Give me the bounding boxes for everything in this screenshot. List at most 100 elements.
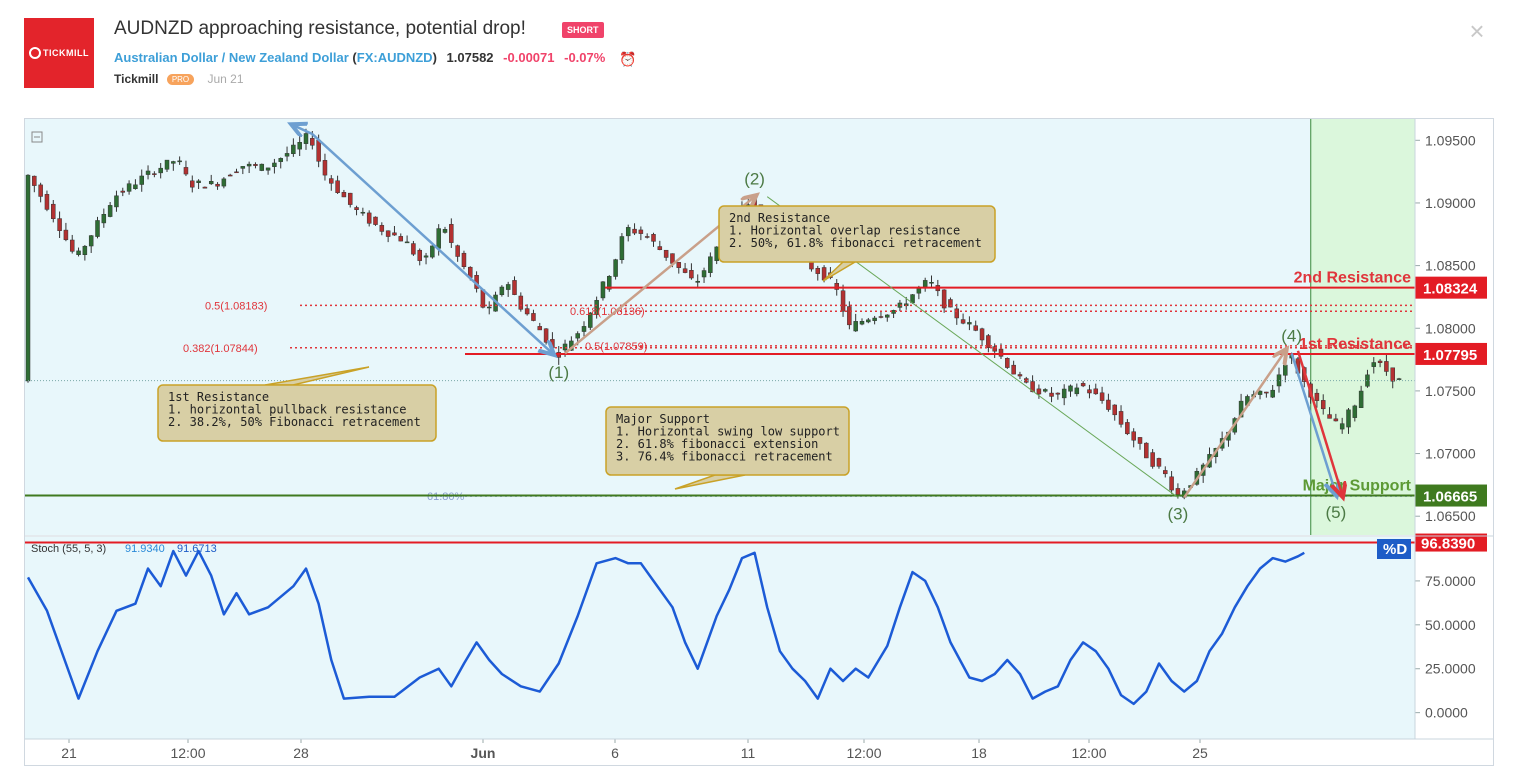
symbol-link[interactable]: FX:AUDNZD — [356, 50, 433, 65]
level-price-tag — [1415, 342, 1487, 365]
candle-body — [708, 256, 713, 273]
note-1st-resistance-line: 2. 38.2%, 50% Fibonacci retracement — [168, 415, 421, 429]
candle-body — [164, 159, 170, 170]
stoch-pane-background — [25, 537, 1415, 739]
note-major-support-line: Major Support — [616, 412, 710, 426]
candle-body — [183, 167, 189, 175]
candle-body — [177, 160, 182, 163]
tickmill-logo-icon — [29, 47, 41, 59]
candle-body — [834, 282, 839, 290]
candle-body — [360, 211, 366, 214]
note-major-support-line: 2. 61.8% fibonacci extension — [616, 437, 818, 451]
candle-body — [133, 184, 138, 189]
candle-body — [967, 322, 972, 325]
candle-body — [1150, 452, 1155, 467]
candle-body — [354, 207, 359, 210]
price-tick-label: 1.09000 — [1425, 195, 1476, 211]
candle-body — [537, 326, 543, 331]
idea-title: AUDNZD approaching resistance, potential… — [114, 18, 526, 39]
close-icon[interactable]: × — [1469, 16, 1485, 46]
candle-body — [1042, 389, 1048, 392]
note-major-support-line: 3. 76.4% fibonacci retracement — [616, 450, 833, 464]
candle-body — [366, 212, 372, 224]
price-change: -0.00071 — [503, 50, 555, 65]
candle-body — [1358, 390, 1364, 408]
note-1st-resistance-box — [157, 384, 437, 442]
stoch-tick-label: 0.0000 — [1425, 705, 1468, 721]
candle-body — [221, 178, 227, 187]
candle-body — [941, 289, 947, 309]
candle-body — [171, 161, 176, 164]
wave-label: (3) — [1168, 504, 1189, 523]
stoch-tick-label: 25.0000 — [1425, 661, 1476, 677]
candle-body — [524, 308, 530, 315]
candle-body — [960, 319, 966, 324]
fib-level-label: 0.618(1.08136) — [570, 306, 645, 318]
logo-text: TICKMILL — [43, 48, 89, 58]
time-tick-label: 28 — [293, 745, 309, 761]
candle-body — [272, 162, 277, 167]
candle-body — [398, 236, 404, 242]
candle-body — [291, 144, 296, 154]
fib-level-label: 61.80% — [427, 491, 465, 503]
candle-body — [253, 164, 258, 166]
candle-body — [1390, 367, 1395, 382]
candle-body — [227, 174, 233, 177]
price-change-pct: -0.07% — [564, 50, 606, 65]
candle-body — [423, 255, 429, 258]
time-tick-label: 18 — [971, 745, 987, 761]
candle-body — [872, 317, 877, 321]
chart-svg[interactable]: 1.09500 1.09000 1.08500 1.08000 1.07500 1.070… — [25, 119, 1493, 765]
stoch-line — [26, 549, 1305, 706]
level-label: 2nd Resistance — [1294, 270, 1411, 287]
candle-body — [202, 186, 208, 189]
candle-body — [208, 181, 214, 185]
candle-body — [550, 339, 555, 349]
alarm-clock-icon[interactable]: ⏰ — [618, 51, 637, 67]
candle-body — [885, 314, 890, 318]
stoch-tick-label: 50.0000 — [1425, 617, 1476, 633]
author-line: Tickmill PRO Jun 21 — [114, 72, 244, 86]
candle-body — [1036, 388, 1042, 395]
stoch-overbought-tag-text: 96.8390 — [1421, 536, 1475, 553]
time-tick-label: 12:00 — [846, 745, 881, 761]
candle-body — [82, 245, 88, 255]
candle-body — [486, 306, 492, 309]
candle-body — [1099, 392, 1105, 401]
stoch-overbought-tag — [1415, 533, 1487, 552]
pro-badge: PRO — [166, 74, 195, 85]
candle-body — [853, 321, 858, 332]
level-price-tag-text: 1.06665 — [1423, 489, 1477, 506]
candle-body — [1125, 422, 1130, 435]
candle-body — [689, 270, 694, 279]
candle-body — [518, 295, 524, 310]
candle-body — [992, 346, 997, 352]
candle-body — [139, 175, 144, 185]
candle-body — [1118, 411, 1124, 425]
tickmill-logo[interactable]: TICKMILL — [24, 18, 94, 88]
candle-body — [126, 183, 132, 192]
author-link[interactable]: Tickmill — [114, 72, 159, 86]
candle-body — [69, 239, 75, 252]
candle-body — [1169, 476, 1174, 491]
candle-body — [1112, 404, 1117, 416]
candle-body — [1087, 389, 1092, 394]
candle-body — [392, 232, 397, 236]
candle-body — [1396, 378, 1402, 380]
candle-body — [442, 229, 448, 233]
candle-body — [1055, 392, 1061, 395]
pair-name-link[interactable]: Australian Dollar / New Zealand Dollar — [114, 50, 349, 65]
candle-body — [1371, 362, 1377, 367]
candle-body — [310, 138, 315, 146]
candle-body — [385, 230, 391, 237]
price-tick-label: 1.08000 — [1425, 320, 1476, 336]
candle-body — [215, 183, 220, 187]
candle-body — [815, 268, 821, 274]
candle-body — [878, 316, 884, 318]
candle-body — [25, 174, 31, 382]
candle-body — [1327, 414, 1332, 419]
candle-body — [607, 275, 612, 290]
candle-body — [1068, 385, 1073, 392]
candle-body — [1074, 387, 1080, 395]
